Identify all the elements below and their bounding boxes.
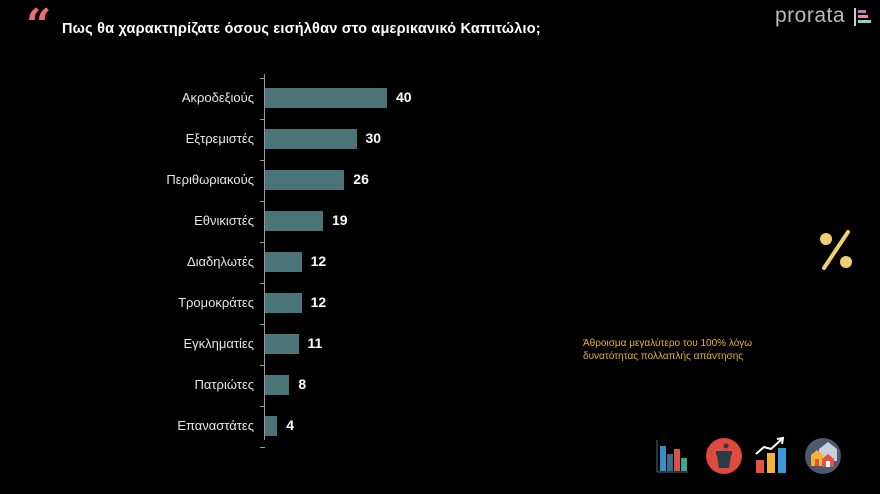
axis-tick <box>260 201 265 202</box>
value-label: 12 <box>310 253 327 269</box>
value-label: 26 <box>353 171 369 187</box>
axis-tick <box>260 119 265 120</box>
value-label: 30 <box>365 130 382 146</box>
quote-mark: “ <box>26 0 51 51</box>
prorata-logo: prorata <box>775 4 846 27</box>
axis-tick <box>260 447 265 448</box>
axis-tick <box>260 78 265 79</box>
bar-row: Επαναστάτες 4 <box>0 416 880 436</box>
category-label: Ακροδεξιούς <box>181 90 254 105</box>
bar-row: Εθνικιστές 19 <box>0 211 880 231</box>
bar <box>265 252 302 272</box>
bar-row: Πατριώτες 8 <box>0 375 880 395</box>
category-label: Περιθωριακούς <box>166 172 254 187</box>
prorata-logo-icon <box>854 8 871 26</box>
value-label: 4 <box>286 417 294 433</box>
category-label: Πατριώτες <box>194 377 254 392</box>
bar <box>265 88 387 108</box>
value-label: 40 <box>396 89 412 105</box>
category-label: Εξτρεμιστές <box>185 131 254 146</box>
percent-icon <box>816 228 856 272</box>
axis-tick <box>260 365 265 366</box>
bar <box>265 416 278 436</box>
category-label: Εγκληματίες <box>183 336 255 351</box>
axis-tick <box>260 283 265 284</box>
bar <box>265 334 299 354</box>
footnote: Άθροισμα μεγαλύτερο του 100% λόγω δυνατό… <box>583 337 752 363</box>
value-label: 11 <box>307 335 323 351</box>
growth-chart-icon[interactable] <box>754 436 790 479</box>
chart-title: Πως θα χαρακτηρίζατε όσους εισήλθαν στο … <box>62 21 541 37</box>
bar-row: Περιθωριακούς 26 <box>0 170 880 190</box>
bar-row: Τρομοκράτες 12 <box>0 293 880 313</box>
podium-icon[interactable] <box>705 437 743 480</box>
bar <box>265 129 357 149</box>
value-label: 12 <box>310 294 327 310</box>
y-axis <box>264 74 265 440</box>
footnote-line-1: Άθροισμα μεγαλύτερο του 100% λόγω <box>583 338 753 349</box>
value-label: 19 <box>331 212 348 228</box>
category-label: Τρομοκράτες <box>178 295 254 310</box>
bar-row: Εξτρεμιστές 30 <box>0 129 880 149</box>
footnote-line-2: δυνατότητας πολλαπλής απάντησης <box>583 351 744 362</box>
houses-icon[interactable] <box>804 437 842 480</box>
bar-row: Ακροδεξιούς 40 <box>0 88 880 108</box>
category-label: Εθνικιστές <box>194 213 254 228</box>
category-label: Διαδηλωτές <box>186 254 254 269</box>
bar <box>265 170 345 190</box>
bar <box>265 211 323 231</box>
bar-chart-icon[interactable] <box>654 438 690 479</box>
bar-row: Διαδηλωτές 12 <box>0 252 880 272</box>
value-label: 8 <box>298 376 307 392</box>
bar <box>265 375 290 395</box>
category-label: Επαναστάτες <box>177 418 254 433</box>
axis-tick <box>260 160 265 161</box>
axis-tick <box>260 324 265 325</box>
axis-tick <box>260 242 265 243</box>
bar <box>265 293 302 313</box>
bar-row: Εγκληματίες 11 <box>0 334 880 354</box>
axis-tick <box>260 406 265 407</box>
